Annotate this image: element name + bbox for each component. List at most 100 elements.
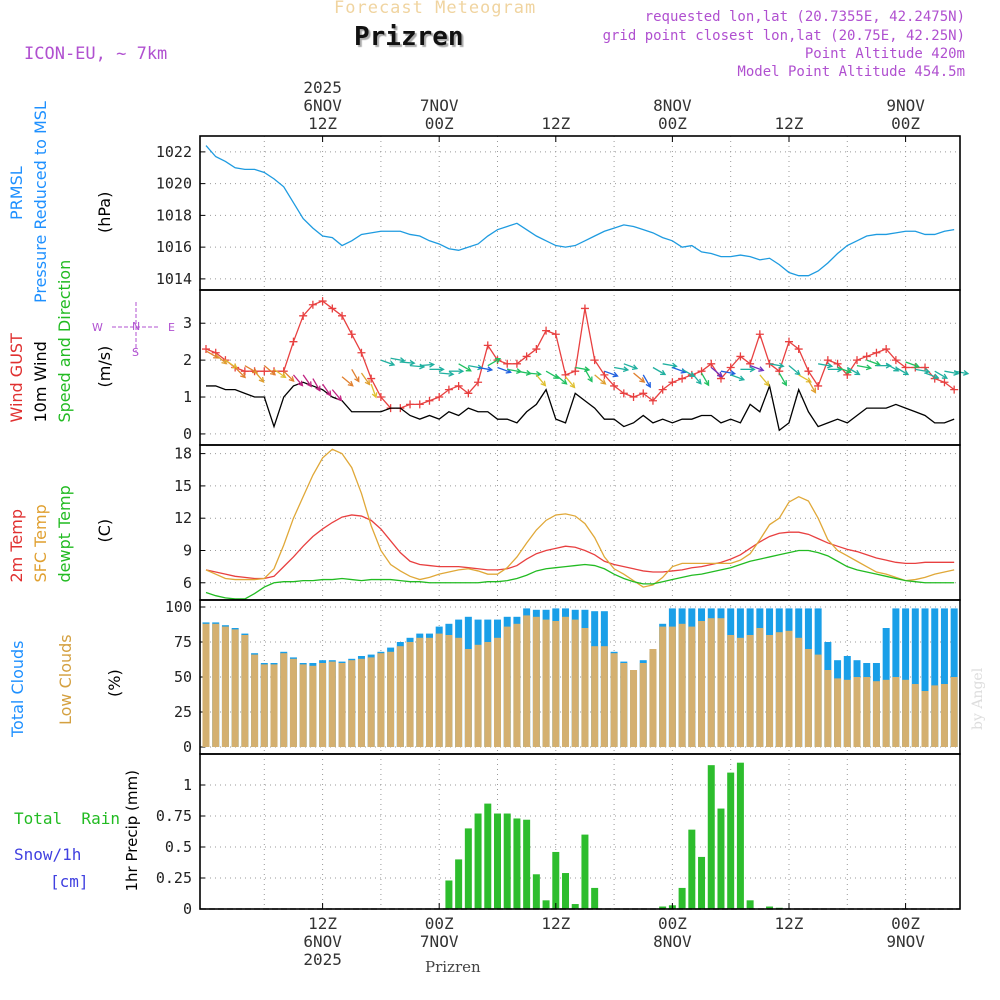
wind-arrowhead <box>587 376 593 383</box>
top-time-label: 6NOV <box>303 96 342 115</box>
wind-arrow <box>710 367 723 377</box>
wind-arrowhead <box>336 395 343 402</box>
legend-total-rain: Total Rain <box>14 809 120 828</box>
wind-arrow <box>273 368 286 378</box>
wind-arrow <box>283 370 295 382</box>
gust-marker <box>668 378 677 387</box>
legend-label: 10m Wind <box>31 341 50 422</box>
bottom-time-label: 8NOV <box>653 932 692 951</box>
wind-arrowhead <box>258 376 265 383</box>
bar-total-rain <box>445 880 453 909</box>
bar-low-clouds <box>455 637 463 747</box>
y-tick-label: 6 <box>183 574 192 592</box>
gust-marker <box>367 374 376 383</box>
bar-low-clouds <box>766 635 774 747</box>
bar-low-clouds <box>649 649 657 747</box>
panel-frame <box>199 444 961 601</box>
bar-total-rain <box>474 813 482 909</box>
bar-low-clouds <box>338 663 346 747</box>
bar-low-clouds <box>678 623 686 747</box>
bar-low-clouds <box>493 637 501 747</box>
wind-arrow <box>545 370 559 379</box>
gust-marker <box>522 352 531 361</box>
wind-arrow <box>351 369 360 382</box>
gust-marker <box>328 304 337 313</box>
y-tick-label: 3 <box>183 314 192 332</box>
bar-low-clouds <box>892 677 900 747</box>
wind-arrowhead <box>561 378 568 385</box>
bar-total-clouds <box>931 608 939 747</box>
bar-low-clouds <box>639 663 647 747</box>
model-label: ICON-EU, ~ 7km <box>24 44 168 64</box>
wind-arrow <box>934 370 948 379</box>
bar-low-clouds <box>630 670 638 747</box>
bar-low-clouds <box>299 664 307 747</box>
y-tick-label: 1018 <box>156 206 192 224</box>
gust-marker <box>202 345 210 354</box>
wind-arrow <box>263 365 276 376</box>
wind-arrowhead <box>231 363 239 369</box>
bar-total-rain <box>698 856 706 909</box>
top-time-label: 8NOV <box>653 96 692 115</box>
wind-arrow <box>302 374 312 387</box>
bottom-time-label: 6NOV <box>303 932 342 951</box>
wind-arrow <box>535 374 546 387</box>
wind-arrowhead <box>600 378 607 385</box>
compass-s: S <box>132 346 139 359</box>
wind-arrowhead <box>438 366 445 373</box>
gust-marker <box>571 367 580 376</box>
top-time-label: 2025 <box>303 78 342 97</box>
bottom-time-label: 9NOV <box>886 932 925 951</box>
wind-arrowhead <box>703 380 710 387</box>
bar-low-clouds <box>581 628 589 747</box>
gust-marker <box>532 345 541 354</box>
wind-arrow <box>652 366 666 376</box>
gust-marker <box>648 396 657 405</box>
bar-total-rain <box>503 813 511 909</box>
wind-arrowhead <box>826 362 834 369</box>
bar-total-rain <box>484 803 492 909</box>
gust-marker <box>658 385 667 394</box>
wind-arrow <box>234 367 246 378</box>
gust-marker <box>551 330 560 339</box>
y-tick-label: 25 <box>174 703 192 721</box>
bar-low-clouds <box>668 626 676 747</box>
wind-arrow <box>292 374 303 387</box>
bar-low-clouds <box>513 623 521 747</box>
bar-total-rain <box>455 859 463 909</box>
bar-low-clouds <box>571 619 579 747</box>
bar-low-clouds <box>746 635 754 747</box>
gust-marker <box>891 356 900 365</box>
wind-arrow <box>584 369 593 382</box>
wind-arrowhead <box>251 368 259 374</box>
legend-snow-unit: [cm] <box>50 872 89 891</box>
wind-arrow <box>749 365 764 372</box>
wind-arrowhead <box>794 369 801 376</box>
legend-label: Speed and Direction <box>55 260 74 423</box>
y-tick-label: 18 <box>174 445 192 463</box>
gust-marker <box>347 330 356 339</box>
gust-marker <box>308 300 317 309</box>
panel-frame <box>199 753 961 910</box>
gust-marker <box>483 341 492 350</box>
bar-low-clouds <box>785 630 793 747</box>
bar-low-clouds <box>882 679 890 747</box>
gust-marker <box>503 359 512 368</box>
bar-low-clouds <box>940 684 948 747</box>
bar-low-clouds <box>202 623 210 747</box>
bar-low-clouds <box>503 626 511 747</box>
gust-marker <box>600 370 609 379</box>
wind-arrowhead <box>738 375 746 382</box>
panel-3 <box>199 444 961 601</box>
bar-total-rain <box>659 906 667 909</box>
requested-coords: requested lon,lat (20.7355E, 42.2475N) <box>644 9 965 25</box>
wind-arrow <box>623 363 638 370</box>
top-time-label: 00Z <box>425 114 454 133</box>
bar-low-clouds <box>319 663 327 747</box>
wind-arrowhead <box>371 392 378 399</box>
wind-arrowhead <box>913 362 921 369</box>
bottom-time-label: 2025 <box>303 950 342 969</box>
wind-arrowhead <box>933 373 940 380</box>
wind-arrowhead <box>865 364 873 371</box>
wind-arrowhead <box>240 372 247 379</box>
